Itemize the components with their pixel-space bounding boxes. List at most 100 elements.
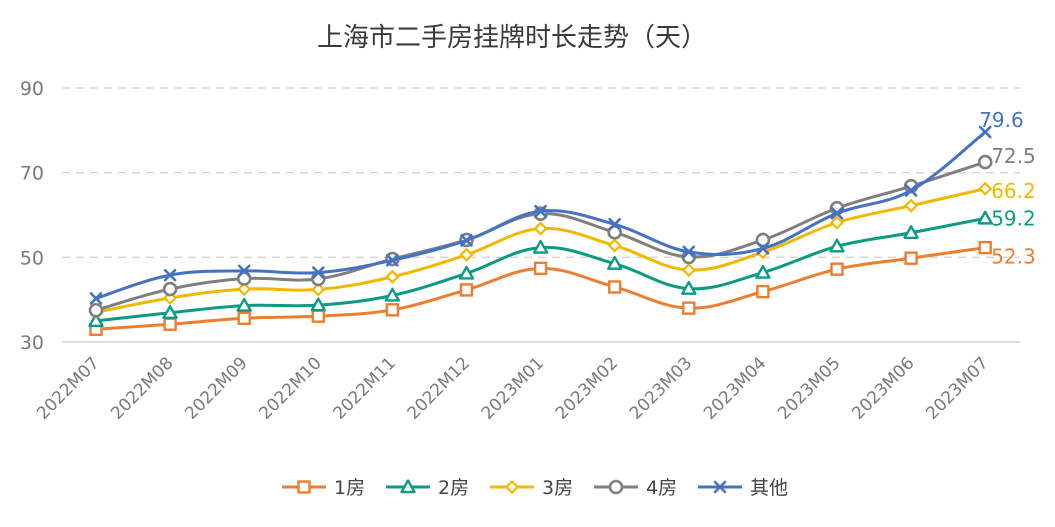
legend-marker [400,479,416,494]
legend-item-5[interactable]: 其他 [698,477,788,499]
data-point [237,311,251,325]
legend-marker [608,479,624,495]
legend-item-3[interactable]: 3房 [490,477,573,499]
data-point [88,313,104,328]
y-tick-label: 30 [20,332,44,354]
data-point [311,309,325,323]
data-point [608,280,622,294]
data-label: 66.2 [991,179,1036,203]
series-line [95,246,986,331]
y-tick-label: 90 [20,78,44,100]
x-tick-label: 2023M07 [922,353,992,423]
data-point [163,268,177,282]
data-point [608,218,622,231]
x-tick-label: 2023M06 [848,353,918,423]
data-point [385,303,400,317]
data-point [755,232,771,248]
data-point [682,245,696,259]
legend-label: 其他 [750,477,788,499]
data-point [607,255,623,270]
series-line [95,160,986,312]
data-point [756,284,770,299]
data-point [830,207,844,220]
legend-label: 1房 [334,477,365,499]
data-point [607,225,623,240]
data-point [830,262,844,276]
data-point [681,280,697,295]
data-label: 79.6 [979,108,1024,132]
y-tick-label: 50 [20,247,44,269]
x-tick-label: 2022M10 [255,353,325,423]
data-point [311,282,326,297]
data-point [386,253,399,267]
series-1 [89,240,992,336]
data-point [904,198,919,213]
series-4 [88,154,993,318]
x-tick-label: 2022M12 [404,353,474,423]
legend-label: 3房 [542,477,573,499]
x-axis-ticks: 2022M07 2022M08 2022M09 2022M10 2022M11 2022M… [33,353,993,423]
gridlines [62,87,1020,343]
data-point [978,181,993,196]
series-lines [88,125,993,336]
data-label: 59.2 [991,206,1036,230]
data-point [163,317,177,331]
series-2 [88,210,993,328]
x-tick-label: 2023M01 [478,353,548,423]
data-point [460,234,473,247]
data-point [607,238,622,253]
data-point [533,221,548,236]
legend-label: 4房 [646,477,677,499]
legend-marker [713,480,727,494]
data-point [903,225,919,239]
data-point [385,269,400,284]
data-point [829,215,845,230]
data-point [682,301,696,315]
data-point [236,297,252,312]
data-point [829,238,845,253]
data-label: 52.3 [991,245,1036,269]
x-tick-label: 2023M04 [700,353,770,423]
end-labels: 52.3 59.2 66.2 72.5 79.6 [979,108,1036,269]
data-point [977,154,993,170]
data-point [162,305,178,319]
data-point [310,297,326,312]
legend-marker [504,479,520,495]
x-tick-label: 2022M08 [107,353,177,423]
y-tick-label: 70 [20,163,44,185]
x-tick-label: 2023M05 [774,353,844,423]
data-point [459,247,474,262]
data-point [977,210,993,225]
legend-item-4[interactable]: 4房 [594,477,677,499]
data-point [755,264,771,279]
data-point [162,281,178,297]
data-point [458,265,475,280]
series-5 [89,125,992,305]
data-point [88,302,104,318]
data-point [310,271,326,287]
legend[interactable]: 1房 2房 3房 4房 其他 [282,477,788,499]
data-point [311,266,325,279]
x-tick-label: 2023M03 [626,353,696,423]
data-point [532,239,549,254]
legend-label: 2房 [438,477,469,499]
legend-item-2[interactable]: 2房 [386,477,469,499]
data-point [978,125,992,139]
data-point [459,283,474,297]
y-axis-ticks: 30 50 70 90 [20,78,44,354]
data-point [756,242,770,255]
data-point [533,261,548,276]
data-point [237,282,252,297]
chart-title: 上海市二手房挂牌时长走势（天） [317,23,707,53]
data-point [978,240,992,255]
legend-item-1[interactable]: 1房 [282,477,365,499]
x-tick-label: 2022M09 [181,353,251,423]
data-point [904,184,918,197]
x-tick-label: 2022M07 [33,353,103,423]
data-point [89,292,103,305]
data-point [384,287,401,302]
data-point [681,262,696,278]
x-tick-label: 2023M02 [552,353,622,423]
data-point [534,204,547,218]
